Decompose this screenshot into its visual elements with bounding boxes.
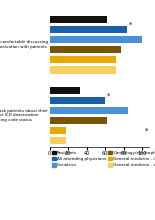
Bar xyxy=(50,97,105,104)
Text: 9. I routinely ask patients about their
preferences for ICD deactivation
when ad: 9. I routinely ask patients about their … xyxy=(0,109,48,122)
Text: 5. I am comfortable discussing
ICD deactivation with patients: 5. I am comfortable discussing ICD deact… xyxy=(0,40,48,49)
Bar xyxy=(50,127,66,134)
Bar xyxy=(50,87,80,94)
Bar xyxy=(50,137,66,144)
Bar xyxy=(50,117,107,124)
Text: *: * xyxy=(145,128,148,134)
Bar xyxy=(50,36,142,43)
Text: *: * xyxy=(128,22,132,28)
Text: *: * xyxy=(107,92,111,98)
Bar xyxy=(50,16,107,23)
Bar xyxy=(50,26,126,33)
Bar xyxy=(50,107,128,114)
Bar xyxy=(50,66,116,73)
Legend: Residents, All attending physicians, Geriatrics, Cardiology/electrophysiology, G: Residents, All attending physicians, Ger… xyxy=(52,151,155,167)
Bar xyxy=(50,56,116,63)
Bar xyxy=(50,46,121,53)
